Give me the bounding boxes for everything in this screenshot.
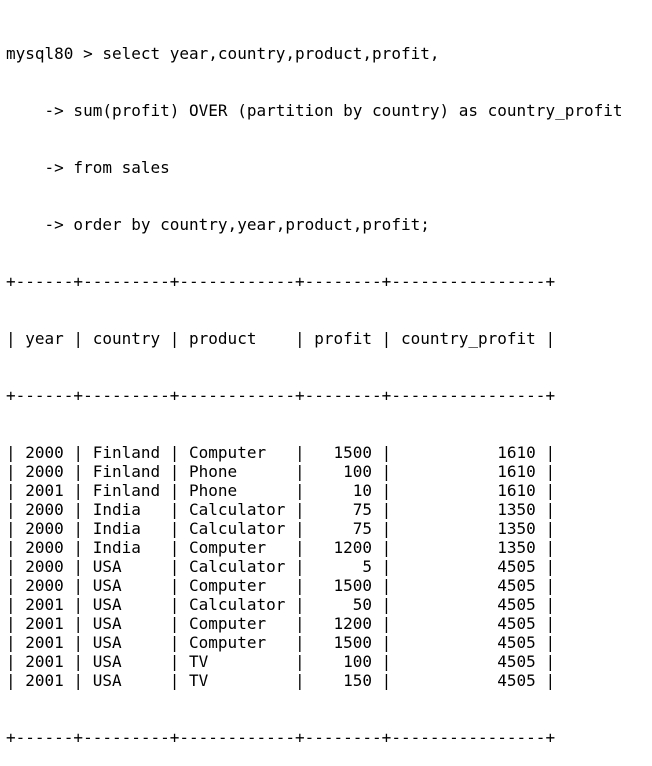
table-row: | 2000 | India | Calculator | 75 | 1350 … — [6, 500, 556, 519]
table-header-border: +------+---------+------------+--------+… — [6, 386, 556, 405]
table-header: | year | country | product | profit | co… — [6, 329, 556, 348]
table-row: | 2001 | USA | Computer | 1500 | 4505 | — [6, 633, 556, 652]
query-line-4: -> order by country,year,product,profit; — [6, 215, 430, 234]
table-row: | 2001 | USA | TV | 150 | 4505 | — [6, 671, 556, 690]
query-line-1: mysql80 > select year,country,product,pr… — [6, 44, 652, 63]
table-row: | 2001 | USA | Calculator | 50 | 4505 | — [6, 595, 556, 614]
table-row: | 2000 | India | Computer | 1200 | 1350 … — [6, 538, 556, 557]
query-line-2: -> sum(profit) OVER (partition by countr… — [6, 101, 623, 120]
table-top-border: +------+---------+------------+--------+… — [6, 272, 556, 291]
table-row: | 2001 | USA | Computer | 1200 | 4505 | — [6, 614, 556, 633]
terminal-output[interactable]: mysql80 > select year,country,product,pr… — [0, 0, 652, 747]
table-row: | 2001 | USA | TV | 100 | 4505 | — [6, 652, 556, 671]
table-bottom-border: +------+---------+------------+--------+… — [6, 728, 556, 747]
table-row: | 2000 | USA | Computer | 1500 | 4505 | — [6, 576, 556, 595]
table-row: | 2000 | Finland | Computer | 1500 | 161… — [6, 443, 556, 462]
table-row: | 2001 | Finland | Phone | 10 | 1610 | — [6, 481, 556, 500]
table-row: | 2000 | India | Calculator | 75 | 1350 … — [6, 519, 556, 538]
table-body: | 2000 | Finland | Computer | 1500 | 161… — [6, 443, 652, 690]
table-row: | 2000 | Finland | Phone | 100 | 1610 | — [6, 462, 556, 481]
table-row: | 2000 | USA | Calculator | 5 | 4505 | — [6, 557, 556, 576]
query-text: select year,country,product,profit, — [102, 44, 440, 63]
terminal-prompt: mysql80 > — [6, 44, 103, 63]
query-line-3: -> from sales — [6, 158, 170, 177]
